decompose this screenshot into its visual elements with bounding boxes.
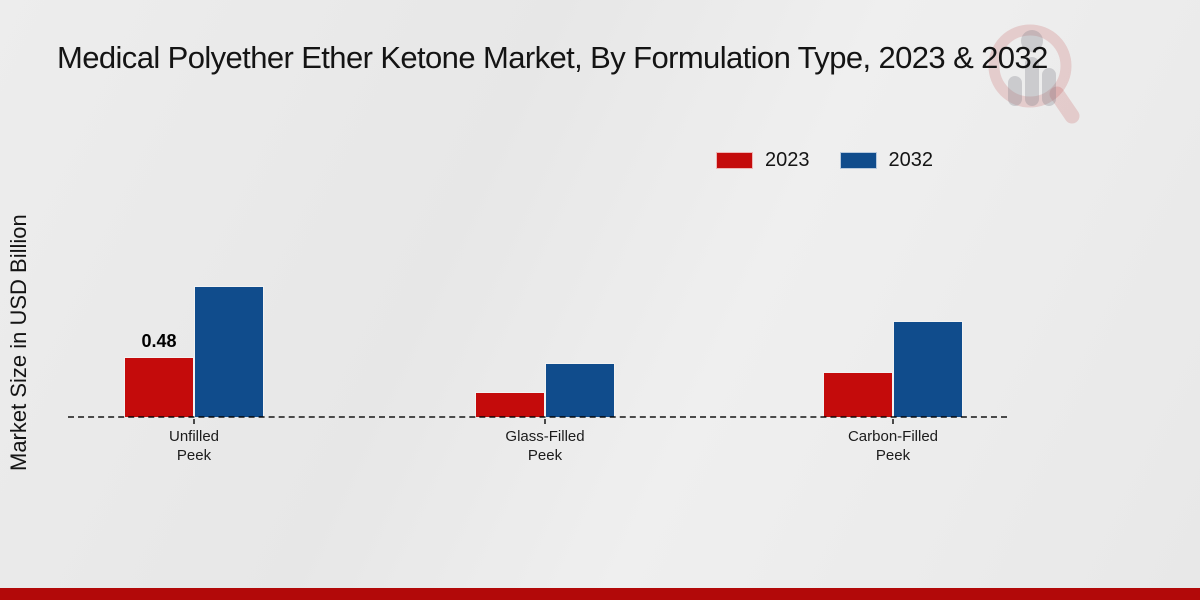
magnifier-handle bbox=[1049, 86, 1080, 124]
legend-label-2023: 2023 bbox=[765, 149, 810, 171]
y-axis-label: Market Size in USD Billion bbox=[6, 214, 31, 471]
axis-tick bbox=[544, 419, 546, 424]
legend-item-2032: 2032 bbox=[839, 149, 934, 172]
bar-value-label: 0.48 bbox=[141, 331, 177, 351]
legend-label-2032: 2032 bbox=[888, 149, 934, 171]
bar-2032-1 bbox=[194, 286, 264, 417]
bar-2032-3 bbox=[893, 321, 963, 417]
logo-bar-2 bbox=[1025, 57, 1039, 106]
magnifier-rim bbox=[988, 24, 1072, 108]
bar-2032-2 bbox=[545, 363, 615, 417]
x-axis-baseline bbox=[68, 416, 1007, 418]
chart-legend: 2023 2032 bbox=[716, 149, 933, 172]
legend-swatch-2032 bbox=[839, 152, 877, 169]
axis-tick bbox=[892, 419, 894, 424]
legend-item-2023: 2023 bbox=[716, 149, 810, 172]
logo-bar-3 bbox=[1042, 68, 1056, 106]
category-label: Unfilled Peek bbox=[168, 428, 220, 464]
chart-title: Medical Polyether Ether Ketone Market, B… bbox=[57, 40, 1048, 75]
footer-accent-bar bbox=[0, 588, 1200, 600]
logo-bar-1 bbox=[1008, 76, 1022, 106]
bar-2023-1 bbox=[124, 357, 194, 417]
watermark-logo-icon bbox=[988, 24, 1080, 124]
axis-tick bbox=[193, 419, 195, 424]
bar-2023-3 bbox=[823, 372, 893, 417]
bar-2023-2 bbox=[475, 392, 545, 417]
legend-swatch-2023 bbox=[716, 152, 753, 169]
logo-person-head bbox=[1021, 30, 1043, 52]
category-label: Carbon-Filled Peek bbox=[847, 428, 939, 464]
category-label: Glass-Filled Peek bbox=[505, 428, 585, 464]
